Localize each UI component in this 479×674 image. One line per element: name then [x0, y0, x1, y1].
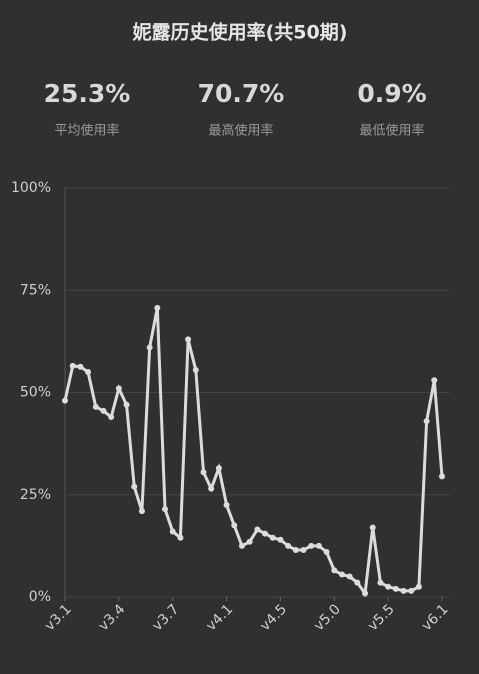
point — [423, 418, 430, 425]
x-tick-label: v5.5 — [365, 601, 398, 634]
point — [285, 542, 292, 549]
point — [385, 583, 392, 590]
point — [192, 367, 199, 374]
point — [254, 526, 261, 533]
y-tick-label: 100% — [11, 180, 51, 196]
point — [62, 397, 68, 404]
point — [392, 585, 399, 592]
point — [223, 501, 230, 508]
point — [439, 473, 445, 480]
x-tick-label: v3.4 — [96, 601, 129, 634]
point — [200, 469, 207, 476]
point — [77, 363, 84, 370]
stat-value: 70.7% — [198, 79, 285, 108]
point — [85, 369, 92, 376]
point — [362, 590, 369, 597]
stat-value: 0.9% — [357, 79, 426, 108]
point — [277, 536, 284, 543]
point — [108, 414, 115, 421]
point — [400, 587, 407, 594]
series-line — [63, 307, 444, 598]
stat-label: 平均使用率 — [54, 123, 119, 139]
point — [238, 542, 245, 549]
x-tick-label: v5.0 — [311, 601, 344, 634]
point — [100, 407, 107, 414]
point — [354, 579, 361, 586]
stat-label: 最高使用率 — [208, 123, 273, 139]
x-tick-label: v3.7 — [149, 601, 182, 634]
point — [246, 538, 253, 545]
point — [154, 304, 161, 311]
y-tick-label: 75% — [20, 282, 51, 298]
y-tick-label: 50% — [20, 385, 51, 401]
point — [415, 583, 422, 590]
point — [162, 506, 169, 513]
point — [131, 483, 138, 490]
point — [115, 385, 122, 392]
y-tick-label: 25% — [20, 487, 51, 503]
chart-title: 妮露历史使用率(共50期) — [132, 21, 348, 44]
point — [269, 534, 276, 541]
point — [431, 377, 438, 384]
point — [331, 567, 338, 574]
point — [369, 524, 376, 531]
point — [323, 549, 330, 556]
stat-value: 25.3% — [44, 79, 131, 108]
x-tick-label: v6.1 — [419, 601, 452, 634]
point — [338, 571, 345, 578]
point — [208, 485, 215, 492]
point — [315, 542, 322, 549]
point — [138, 508, 145, 515]
point — [169, 528, 176, 535]
point — [262, 530, 269, 537]
point — [92, 403, 99, 410]
x-tick-label: v3.1 — [42, 601, 75, 634]
x-tick-label: v4.1 — [203, 601, 236, 634]
point — [408, 587, 415, 594]
point — [346, 573, 353, 580]
point — [215, 465, 222, 472]
y-tick-label: 0% — [29, 589, 51, 605]
point — [69, 362, 76, 369]
stat-label: 最低使用率 — [359, 123, 424, 139]
point — [231, 522, 238, 529]
point — [300, 546, 307, 553]
point — [123, 401, 130, 408]
point — [146, 344, 153, 351]
point — [185, 336, 192, 343]
point — [177, 534, 184, 541]
point — [377, 579, 384, 586]
point — [292, 546, 299, 553]
x-tick-label: v4.5 — [257, 601, 290, 634]
point — [308, 542, 315, 549]
